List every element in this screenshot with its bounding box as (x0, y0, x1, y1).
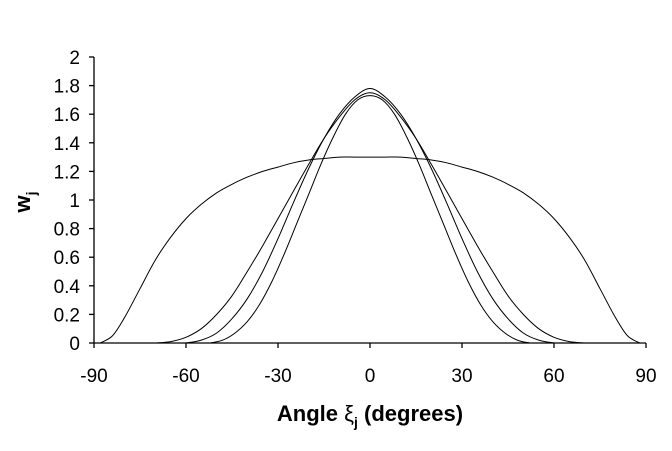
series-line-3 (185, 87, 555, 344)
y-tick-label: 0 (69, 334, 80, 355)
y-tick-label: 1 (69, 191, 80, 212)
series-line-2 (155, 92, 585, 344)
x-axis-title-subscript: j (353, 414, 358, 430)
x-tick-label: 30 (451, 366, 472, 387)
x-axis-title-symbol: ξ (344, 401, 354, 426)
series-line-4 (210, 95, 530, 344)
x-tick-label: 60 (543, 366, 564, 387)
y-axis-title: wj (10, 191, 39, 213)
x-axis-title: Angle ξj (degrees) (277, 401, 463, 430)
series-group (99, 87, 641, 344)
y-tick-label: 0.6 (54, 248, 80, 269)
x-tick-label: 90 (635, 366, 656, 387)
x-tick-label: -60 (172, 366, 199, 387)
y-tick-label: 1.4 (54, 134, 81, 155)
y-tick-label: 1.2 (54, 162, 80, 183)
y-axis-title-main: w (10, 195, 35, 214)
x-tick-label: 0 (365, 366, 376, 387)
y-tick-label: 1.8 (54, 77, 80, 98)
ticks-group: 0 0.2 0.4 0.6 0.8 1 1.2 1.4 1.6 1.8 2 -90 -60 -30 0 30 6… (54, 48, 657, 387)
x-tick-label: -90 (80, 366, 107, 387)
y-tick-label: 0.2 (54, 305, 80, 326)
series-line-1 (99, 156, 641, 344)
x-axis-title-tail: (degrees) (358, 401, 463, 426)
y-tick-label: 2 (69, 48, 80, 69)
axes (93, 57, 646, 344)
y-axis-title-subscript: j (23, 191, 39, 196)
x-axis-title-main: Angle (277, 401, 344, 426)
y-tick-label: 0.4 (54, 277, 81, 298)
y-tick-label: 0.8 (54, 220, 80, 241)
x-tick-label: -30 (264, 366, 291, 387)
y-tick-label: 1.6 (54, 105, 80, 126)
